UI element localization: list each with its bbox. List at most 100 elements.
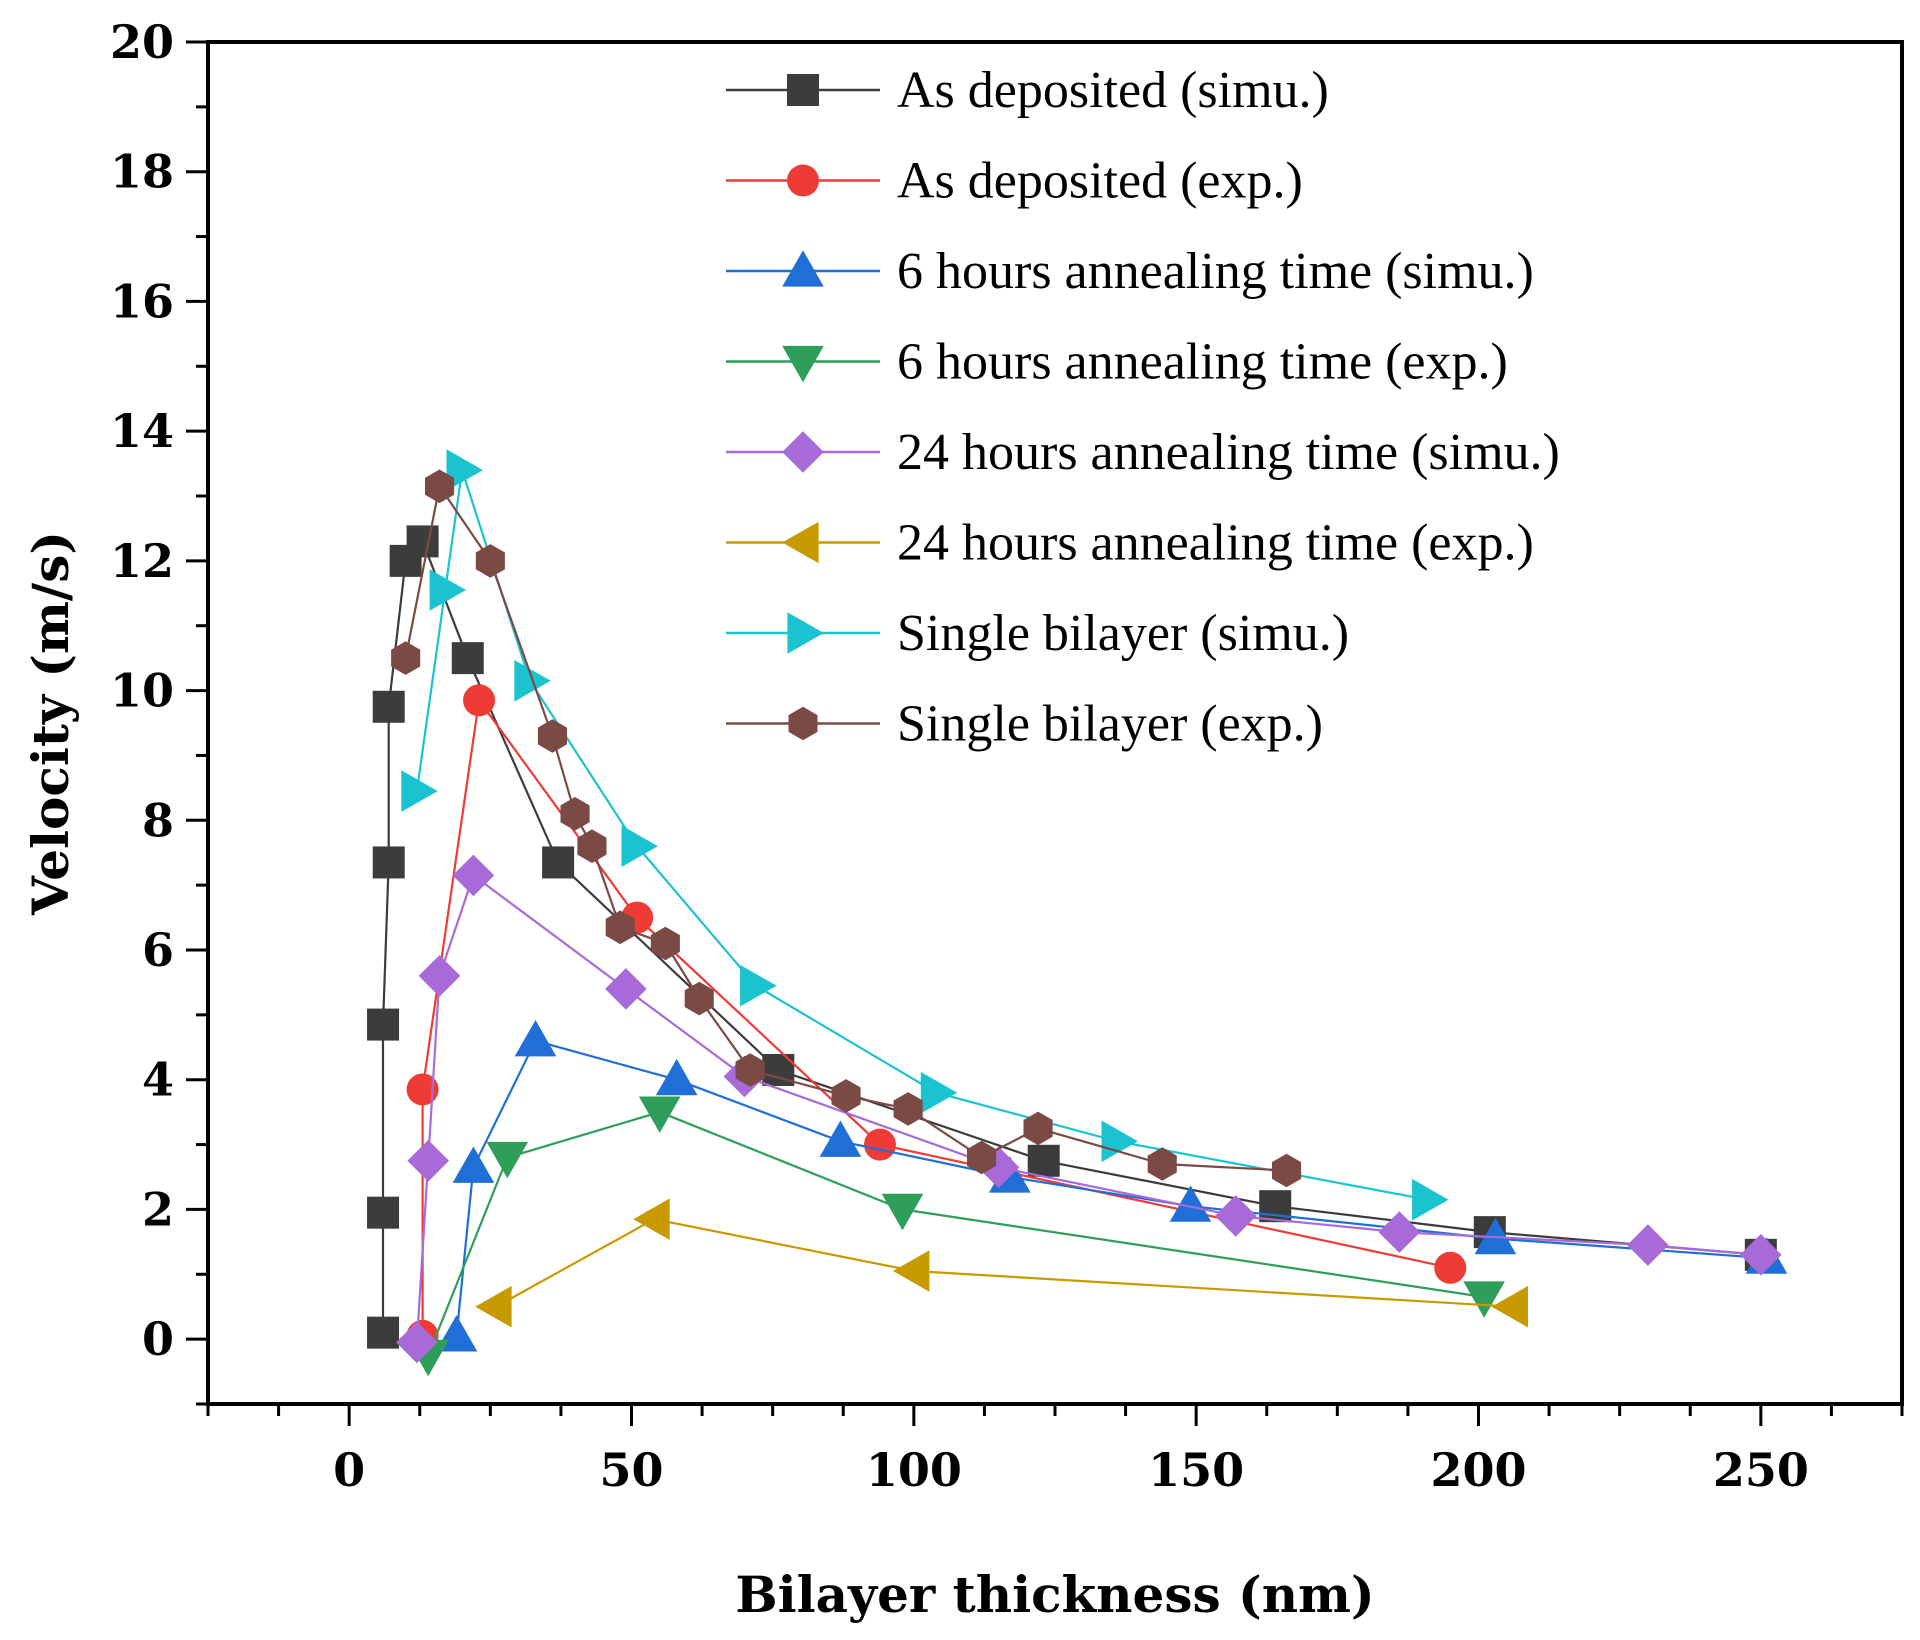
series-line <box>415 873 1761 1343</box>
data-point <box>740 964 777 1007</box>
y-tick-label: 14 <box>110 404 174 458</box>
y-axis-ticks: 0 2 4 6 8 10 12 14 16 18 20 <box>110 15 208 1406</box>
legend-item: As deposited (simu.) <box>726 62 1329 119</box>
legend-item: 6 hours annealing time (exp.) <box>726 334 1508 391</box>
x-axis-ticks: 0 50 100 150 200 250 <box>206 1404 1904 1497</box>
data-point <box>819 1120 862 1157</box>
legend-marker <box>782 250 824 287</box>
y-tick-label: 10 <box>110 664 174 718</box>
series-3 <box>435 1020 1788 1352</box>
data-point <box>1474 1217 1517 1255</box>
data-point <box>475 1285 512 1328</box>
series-line <box>495 1218 1513 1308</box>
legend-item: 6 hours annealing time (simu.) <box>726 243 1534 300</box>
legend-marker <box>782 345 824 383</box>
x-axis-title: Bilayer thickness (nm) <box>735 1565 1374 1624</box>
data-point <box>1463 1281 1505 1318</box>
series-6 <box>475 1198 1528 1328</box>
legend-label: 6 hours annealing time (exp.) <box>897 334 1508 391</box>
legend-label: As deposited (exp.) <box>897 153 1303 210</box>
legend: As deposited (simu.) As deposited (exp.) 6… <box>726 62 1560 753</box>
y-tick-label: 20 <box>110 15 174 69</box>
data-point <box>367 1316 400 1349</box>
y-tick-label: 12 <box>110 534 174 588</box>
data-point <box>367 1008 400 1041</box>
data-point <box>1412 1178 1449 1221</box>
data-point <box>638 1096 681 1133</box>
data-point <box>475 544 505 578</box>
data-point <box>1023 1111 1053 1146</box>
legend-label: Single bilayer (simu.) <box>897 605 1349 662</box>
data-point <box>893 1250 930 1292</box>
data-point <box>1101 1120 1138 1163</box>
data-point <box>621 825 658 867</box>
data-point <box>1627 1224 1669 1266</box>
legend-label: 24 hours annealing time (simu.) <box>897 424 1560 481</box>
legend-marker <box>788 706 818 741</box>
legend-item: As deposited (exp.) <box>726 153 1303 210</box>
data-point <box>1147 1147 1177 1181</box>
series-4 <box>407 1096 1505 1377</box>
y-tick-label: 16 <box>110 274 174 328</box>
series-line <box>455 1039 1767 1337</box>
legend-marker <box>787 164 819 197</box>
legend-label: As deposited (simu.) <box>897 62 1329 119</box>
data-point <box>893 1092 923 1126</box>
y-tick-label: 4 <box>142 1053 174 1107</box>
data-point <box>406 1073 439 1106</box>
data-point <box>881 1193 924 1231</box>
data-point <box>418 955 461 997</box>
y-tick-label: 0 <box>142 1312 174 1366</box>
series-7 <box>401 449 1449 1221</box>
data-point <box>407 1140 449 1182</box>
data-point <box>446 449 483 491</box>
legend-label: 6 hours annealing time (simu.) <box>897 243 1534 300</box>
legend-label: Single bilayer (exp.) <box>897 696 1323 753</box>
legend-marker <box>782 431 824 473</box>
data-point <box>367 1196 400 1229</box>
data-point <box>406 525 439 558</box>
data-point <box>605 968 647 1010</box>
y-tick-label: 2 <box>142 1182 174 1236</box>
data-point <box>655 1058 698 1096</box>
data-point <box>560 797 590 831</box>
data-point <box>633 1198 670 1240</box>
series-line <box>404 483 1287 1172</box>
data-point <box>650 926 680 961</box>
series-5 <box>396 854 1782 1364</box>
data-point <box>542 846 575 879</box>
x-tick-label: 100 <box>866 1443 962 1497</box>
series-line <box>421 697 1451 1336</box>
data-point <box>391 641 421 675</box>
data-point <box>514 1020 557 1057</box>
data-point <box>684 981 714 1016</box>
y-tick-label: 8 <box>142 793 174 847</box>
series-8 <box>391 469 1302 1188</box>
data-point <box>831 1079 861 1113</box>
data-point <box>401 770 438 812</box>
data-point <box>451 642 484 675</box>
data-point <box>372 846 405 879</box>
x-tick-label: 50 <box>599 1443 663 1497</box>
data-point <box>1169 1185 1212 1222</box>
series-line <box>427 1110 1485 1356</box>
legend-item: 24 hours annealing time (exp.) <box>726 515 1534 572</box>
data-point <box>967 1140 997 1175</box>
data-point <box>920 1071 958 1114</box>
legend-label: 24 hours annealing time (exp.) <box>897 515 1534 572</box>
data-point <box>1740 1234 1782 1276</box>
data-point <box>396 1321 438 1364</box>
y-tick-label: 18 <box>110 145 174 199</box>
data-point <box>735 1053 765 1087</box>
legend-marker <box>787 612 824 654</box>
data-point <box>977 1146 1020 1189</box>
legend-item: 24 hours annealing time (simu.) <box>726 424 1560 481</box>
x-tick-label: 150 <box>1148 1443 1244 1497</box>
data-point <box>429 569 466 611</box>
data-point <box>863 1128 896 1161</box>
data-point <box>372 690 405 723</box>
legend-marker <box>782 521 819 564</box>
series-layer <box>367 449 1788 1377</box>
data-point <box>425 469 455 504</box>
